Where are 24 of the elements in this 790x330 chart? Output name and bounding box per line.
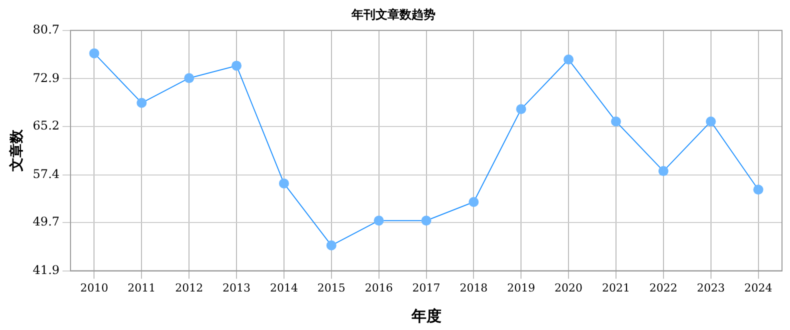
y-tick-label: 65.2 xyxy=(32,118,60,133)
x-tick-label: 2022 xyxy=(649,281,678,294)
y-tick-label: 57.4 xyxy=(32,166,60,181)
x-tick-label: 2019 xyxy=(507,281,536,294)
x-tick-label: 2013 xyxy=(222,281,251,294)
x-tick-label: 2024 xyxy=(744,281,772,294)
x-tick-label: 2015 xyxy=(317,281,346,294)
x-tick-label: 2012 xyxy=(175,281,204,294)
x-axis-title: 年度 xyxy=(410,306,442,325)
x-tick-label: 2011 xyxy=(128,281,156,294)
x-tick-label: 2017 xyxy=(412,281,440,294)
x-tick-label: 2016 xyxy=(364,281,393,294)
x-tick-label: 2014 xyxy=(270,281,298,294)
y-tick-label: 49.7 xyxy=(32,214,60,229)
y-axis-title: 文章数 xyxy=(8,128,26,173)
y-tick-label: 80.7 xyxy=(32,22,60,37)
x-tick-label: 2023 xyxy=(696,281,725,294)
y-tick-label: 72.9 xyxy=(32,70,60,85)
x-tick-label: 2010 xyxy=(80,281,108,294)
x-tick-label: 2020 xyxy=(554,281,583,294)
x-tick-label: 2021 xyxy=(602,281,630,294)
chart-title: 年刊文章数趋势 xyxy=(350,7,436,22)
y-tick-label: 41.9 xyxy=(32,262,60,277)
x-tick-label: 2018 xyxy=(460,281,488,294)
